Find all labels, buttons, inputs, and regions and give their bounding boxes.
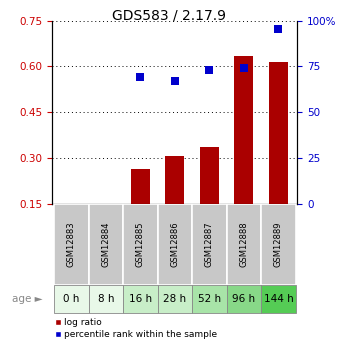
Legend: log ratio, percentile rank within the sample: log ratio, percentile rank within the sa…	[55, 318, 217, 339]
Text: 0 h: 0 h	[63, 294, 79, 304]
Text: GSM12885: GSM12885	[136, 221, 145, 267]
Text: 144 h: 144 h	[264, 294, 293, 304]
Bar	[235, 56, 254, 204]
Text: GSM12888: GSM12888	[239, 221, 248, 267]
Bar	[158, 285, 192, 313]
Point	[138, 75, 143, 80]
Bar	[227, 204, 261, 285]
Bar	[192, 285, 227, 313]
Bar	[261, 285, 296, 313]
Bar	[89, 204, 123, 285]
Bar	[261, 204, 296, 285]
Text: 16 h: 16 h	[129, 294, 152, 304]
Bar	[200, 147, 219, 204]
Text: GSM12887: GSM12887	[205, 221, 214, 267]
Text: 28 h: 28 h	[163, 294, 187, 304]
Point	[241, 66, 247, 71]
Text: 52 h: 52 h	[198, 294, 221, 304]
Text: 96 h: 96 h	[233, 294, 256, 304]
Bar	[123, 204, 158, 285]
Bar	[192, 204, 227, 285]
Text: age ►: age ►	[12, 294, 43, 304]
Text: GDS583 / 2.17.9: GDS583 / 2.17.9	[112, 9, 226, 23]
Text: GSM12889: GSM12889	[274, 221, 283, 267]
Bar	[158, 204, 192, 285]
Bar	[131, 168, 150, 204]
Bar	[123, 285, 158, 313]
Point	[276, 26, 281, 32]
Text: GSM12884: GSM12884	[101, 221, 111, 267]
Point	[207, 67, 212, 73]
Point	[172, 78, 178, 84]
Bar	[89, 285, 123, 313]
Bar	[269, 62, 288, 204]
Bar	[54, 204, 89, 285]
Bar	[54, 285, 89, 313]
Text: 8 h: 8 h	[98, 294, 114, 304]
Bar	[227, 285, 261, 313]
Text: GSM12883: GSM12883	[67, 221, 76, 267]
Bar	[165, 156, 185, 204]
Text: GSM12886: GSM12886	[170, 221, 179, 267]
